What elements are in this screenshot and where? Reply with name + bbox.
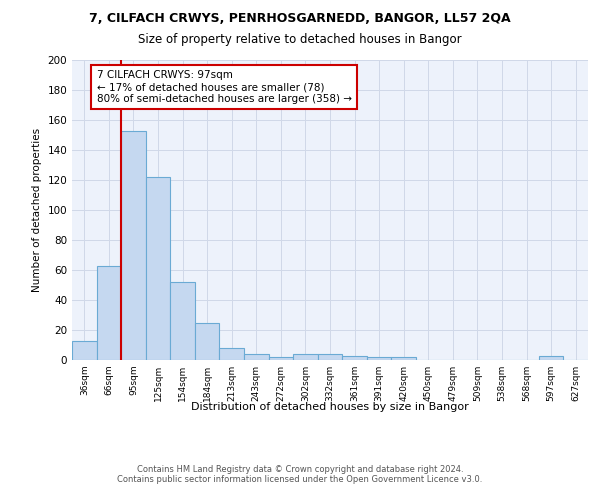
Bar	[170, 282, 195, 360]
Bar	[367, 357, 391, 360]
Text: 7, CILFACH CRWYS, PENRHOSGARNEDD, BANGOR, LL57 2QA: 7, CILFACH CRWYS, PENRHOSGARNEDD, BANGOR…	[89, 12, 511, 26]
Bar	[97, 266, 121, 360]
Y-axis label: Number of detached properties: Number of detached properties	[32, 128, 42, 292]
Bar	[539, 356, 563, 360]
Bar	[244, 354, 269, 360]
Bar	[391, 357, 416, 360]
Bar	[146, 177, 170, 360]
Bar	[342, 356, 367, 360]
Text: Contains HM Land Registry data © Crown copyright and database right 2024.
Contai: Contains HM Land Registry data © Crown c…	[118, 465, 482, 484]
Text: 7 CILFACH CRWYS: 97sqm
← 17% of detached houses are smaller (78)
80% of semi-det: 7 CILFACH CRWYS: 97sqm ← 17% of detached…	[97, 70, 352, 104]
Bar	[195, 322, 220, 360]
Bar	[72, 340, 97, 360]
Bar	[293, 354, 318, 360]
Bar	[121, 130, 146, 360]
Bar	[318, 354, 342, 360]
Text: Size of property relative to detached houses in Bangor: Size of property relative to detached ho…	[138, 32, 462, 46]
Text: Distribution of detached houses by size in Bangor: Distribution of detached houses by size …	[191, 402, 469, 412]
Bar	[269, 357, 293, 360]
Bar	[220, 348, 244, 360]
